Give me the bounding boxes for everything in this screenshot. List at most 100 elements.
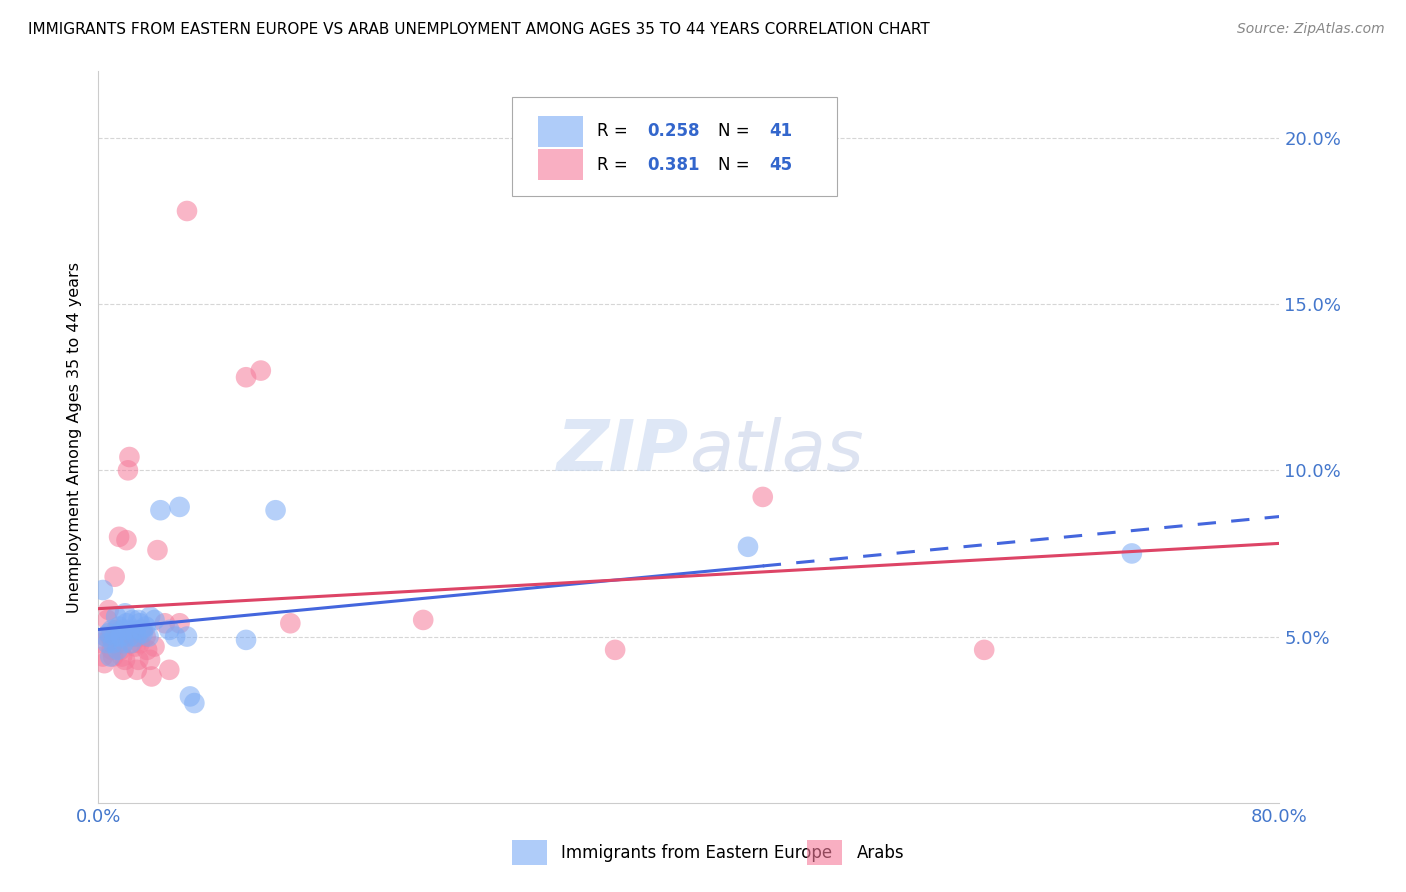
Point: [146, 543, 169, 558]
Point: [128, 616, 150, 631]
Point: [235, 370, 257, 384]
Point: [100, 623, 122, 637]
Text: N =: N =: [718, 122, 755, 140]
Text: 41: 41: [769, 122, 793, 140]
Point: [122, 630, 145, 644]
Point: [1121, 546, 1143, 560]
FancyBboxPatch shape: [537, 116, 582, 146]
Point: [141, 669, 163, 683]
Point: [98, 649, 121, 664]
Point: [104, 630, 127, 644]
Point: [127, 613, 149, 627]
Point: [110, 630, 132, 644]
Point: [135, 619, 157, 633]
Point: [125, 663, 148, 677]
FancyBboxPatch shape: [807, 839, 842, 865]
Point: [264, 503, 287, 517]
Text: Immigrants from Eastern Europe: Immigrants from Eastern Europe: [561, 844, 832, 862]
Point: [143, 640, 166, 654]
Point: [107, 636, 129, 650]
Point: [98, 630, 121, 644]
Point: [132, 626, 155, 640]
Point: [605, 643, 627, 657]
Point: [125, 630, 148, 644]
Point: [737, 540, 759, 554]
Point: [112, 663, 135, 677]
Point: [100, 643, 122, 657]
Point: [132, 623, 155, 637]
Point: [93, 656, 115, 670]
Point: [108, 530, 131, 544]
Point: [136, 643, 159, 657]
Point: [143, 613, 166, 627]
Point: [280, 616, 302, 631]
Text: R =: R =: [596, 156, 633, 174]
Point: [139, 653, 162, 667]
Y-axis label: Unemployment Among Ages 35 to 44 years: Unemployment Among Ages 35 to 44 years: [66, 261, 82, 613]
Point: [183, 696, 205, 710]
Point: [97, 626, 120, 640]
Text: ZIP: ZIP: [557, 417, 689, 486]
Point: [128, 636, 150, 650]
Point: [111, 623, 134, 637]
Point: [412, 613, 434, 627]
Point: [752, 490, 775, 504]
Text: 45: 45: [769, 156, 793, 174]
Point: [235, 632, 257, 647]
Point: [94, 630, 117, 644]
Point: [127, 653, 149, 667]
Point: [115, 533, 138, 548]
Text: IMMIGRANTS FROM EASTERN EUROPE VS ARAB UNEMPLOYMENT AMONG AGES 35 TO 44 YEARS CO: IMMIGRANTS FROM EASTERN EUROPE VS ARAB U…: [28, 22, 929, 37]
Point: [176, 204, 198, 219]
Point: [105, 609, 128, 624]
Point: [165, 630, 187, 644]
Point: [117, 623, 139, 637]
Point: [179, 690, 201, 704]
Point: [121, 613, 143, 627]
Text: Source: ZipAtlas.com: Source: ZipAtlas.com: [1237, 22, 1385, 37]
FancyBboxPatch shape: [537, 150, 582, 180]
Point: [112, 636, 135, 650]
FancyBboxPatch shape: [512, 97, 837, 195]
Point: [105, 623, 128, 637]
Point: [176, 630, 198, 644]
Point: [91, 649, 114, 664]
Point: [129, 623, 152, 637]
Point: [138, 630, 160, 644]
Point: [91, 582, 114, 597]
Point: [117, 463, 139, 477]
Point: [135, 630, 157, 644]
Point: [96, 636, 118, 650]
FancyBboxPatch shape: [512, 839, 547, 865]
Point: [139, 609, 162, 624]
Point: [157, 623, 180, 637]
Point: [104, 570, 127, 584]
Point: [111, 649, 134, 664]
Point: [103, 636, 125, 650]
Point: [108, 619, 131, 633]
Point: [90, 636, 112, 650]
Point: [118, 450, 141, 464]
Text: N =: N =: [718, 156, 755, 174]
Point: [169, 616, 191, 631]
Point: [157, 663, 180, 677]
Point: [124, 640, 146, 654]
Point: [114, 607, 136, 621]
Text: 0.258: 0.258: [648, 122, 700, 140]
Text: atlas: atlas: [689, 417, 863, 486]
Point: [120, 636, 142, 650]
Point: [114, 653, 136, 667]
Point: [115, 616, 138, 631]
Point: [96, 613, 118, 627]
Text: Arabs: Arabs: [856, 844, 904, 862]
Text: 0.381: 0.381: [648, 156, 700, 174]
Point: [107, 643, 129, 657]
Point: [110, 643, 132, 657]
Point: [153, 616, 176, 631]
Point: [169, 500, 191, 514]
Point: [250, 363, 273, 377]
Text: R =: R =: [596, 122, 633, 140]
Point: [103, 649, 125, 664]
Point: [121, 636, 143, 650]
Point: [120, 626, 142, 640]
